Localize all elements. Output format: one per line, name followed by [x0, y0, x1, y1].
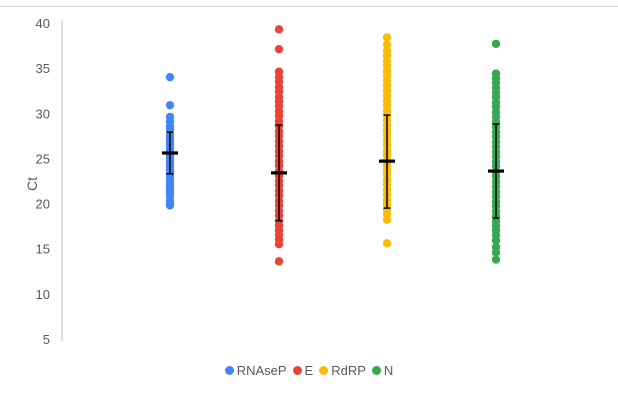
data-point-e — [274, 25, 284, 34]
y-tick-label: 10 — [36, 287, 50, 302]
data-point-n — [491, 39, 501, 48]
y-tick-label: 5 — [43, 332, 50, 347]
y-tick-label: 40 — [36, 16, 50, 31]
y-tick-label: 20 — [36, 197, 50, 212]
y-tick-label: 25 — [36, 151, 50, 166]
legend-item-e: E — [292, 362, 314, 378]
y-axis-ticks: 5 10 15 20 25 30 35 40 — [36, 16, 50, 347]
data-point-rnasep — [165, 201, 175, 210]
data-point-rdrp — [382, 33, 392, 42]
legend-label: E — [304, 362, 314, 378]
legend-item-rdrp: RdRP — [319, 363, 366, 378]
data-point-e — [274, 257, 284, 266]
data-point-e — [274, 44, 284, 54]
y-tick-label: 15 — [36, 242, 50, 257]
top-border — [0, 6, 618, 7]
legend-item-n: N — [371, 362, 394, 378]
legend-label: RNAseP — [236, 362, 287, 378]
legend-label: N — [383, 362, 394, 378]
legend-marker-e — [292, 365, 302, 375]
y-tick-label: 30 — [36, 106, 50, 121]
y-axis-label: Ct — [24, 177, 40, 191]
legend-label: RdRP — [331, 362, 366, 378]
y-tick-label: 35 — [36, 61, 50, 76]
error-bars — [162, 114, 504, 222]
data-point-rdrp — [382, 239, 392, 248]
legend-marker-n — [371, 365, 381, 375]
legend-item-rnasep: RNAseP — [224, 362, 287, 378]
data-points — [165, 25, 501, 266]
data-point-n — [491, 248, 501, 257]
data-point-e — [274, 240, 284, 249]
data-point-rnasep — [165, 100, 175, 110]
data-point-n — [491, 255, 501, 264]
legend: RNAseP E RdRP N — [0, 361, 618, 379]
data-point-rdrp — [382, 215, 392, 225]
data-point-rdrp — [382, 40, 392, 49]
data-point-rnasep — [165, 72, 175, 82]
data-point-n — [491, 236, 501, 245]
legend-marker-rnasep — [224, 365, 234, 375]
legend-marker-rdrp — [319, 365, 329, 375]
